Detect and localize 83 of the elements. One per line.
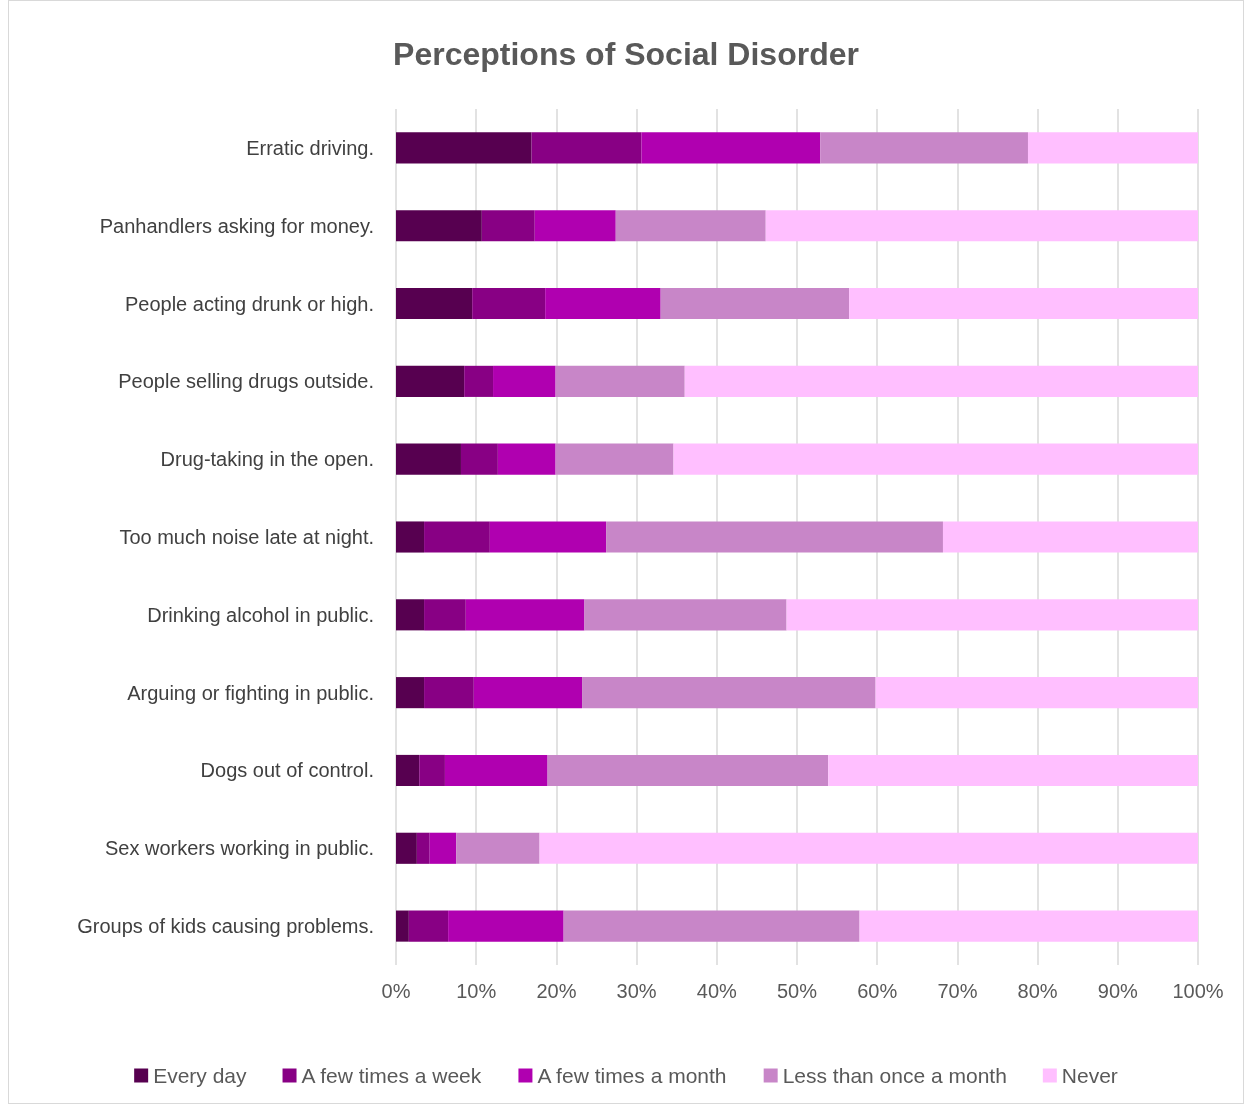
x-tick-label: 80% (1017, 980, 1058, 1002)
bar (416, 832, 430, 864)
bar (444, 754, 548, 787)
legend-label: Never (1061, 1064, 1118, 1087)
legend-label: Less than once a month (782, 1064, 1007, 1087)
y-tick-label: Panhandlers asking for money. (99, 214, 374, 237)
bar (1027, 132, 1198, 164)
bar (396, 287, 473, 320)
bar (820, 132, 1028, 164)
y-tick-label: Drinking alcohol in public. (147, 603, 374, 626)
bar (615, 210, 766, 242)
x-tick-label: 60% (857, 980, 898, 1002)
x-tick-label: 50% (776, 980, 818, 1002)
bar (942, 521, 1198, 553)
y-tick-label: Arguing or fighting in public. (127, 681, 374, 704)
bar (465, 599, 585, 631)
bar (424, 677, 474, 709)
bar (396, 521, 425, 553)
bar (547, 754, 829, 787)
bar (786, 599, 1198, 631)
bar (545, 287, 661, 320)
bar (673, 443, 1198, 475)
bar (396, 132, 532, 164)
bar (429, 832, 457, 864)
bar (472, 287, 546, 320)
bar (875, 677, 1198, 709)
y-tick-label: Sex workers working in public. (105, 837, 374, 860)
chart-title: Perceptions of Social Disorder (393, 36, 859, 72)
bar (539, 832, 1198, 864)
y-tick-label: Groups of kids causing problems. (77, 915, 374, 938)
legend-label: Every day (153, 1064, 248, 1087)
bar (408, 910, 449, 942)
bar (563, 910, 860, 942)
bar (555, 365, 685, 397)
x-tick-label: 100% (1172, 980, 1224, 1002)
bar (424, 599, 466, 631)
bar (606, 521, 943, 553)
bar (396, 599, 425, 631)
x-tick-label: 20% (536, 980, 577, 1002)
bar (765, 210, 1198, 242)
bar (531, 132, 642, 164)
bar (396, 832, 417, 864)
bar (481, 210, 535, 242)
bar (396, 677, 425, 709)
bar (396, 365, 465, 397)
y-tick-label: People selling drugs outside. (118, 370, 374, 393)
bar (497, 443, 556, 475)
bar (534, 210, 616, 242)
bar (473, 677, 583, 709)
bar (396, 910, 409, 942)
bar (849, 287, 1198, 320)
legend-label: A few times a week (301, 1064, 482, 1087)
bar (456, 832, 540, 864)
bar (493, 365, 556, 397)
bar (489, 521, 607, 553)
bar (448, 910, 564, 942)
x-tick-label: 0% (381, 980, 411, 1002)
legend-label: A few times a month (537, 1064, 727, 1087)
bar (582, 677, 876, 709)
bar (419, 754, 445, 787)
bar (555, 443, 674, 475)
x-tick-label: 10% (456, 980, 497, 1002)
y-tick-label: People acting drunk or high. (124, 292, 374, 315)
x-tick-label: 70% (937, 980, 978, 1002)
bar (828, 754, 1198, 787)
bar (641, 132, 821, 164)
x-tick-label: 30% (616, 980, 657, 1002)
x-tick-label: 90% (1097, 980, 1139, 1002)
x-tick-label: 40% (696, 980, 738, 1002)
y-tick-label: Dogs out of control. (200, 759, 374, 782)
bar (464, 365, 494, 397)
bar (584, 599, 787, 631)
bar (859, 910, 1198, 942)
y-tick-label: Drug-taking in the open. (160, 448, 374, 471)
bar (396, 443, 461, 475)
y-tick-label: Erratic driving. (246, 136, 374, 159)
bar (396, 210, 482, 242)
y-tick-label: Too much noise late at night. (119, 526, 374, 548)
bar (396, 754, 420, 787)
bar (424, 521, 490, 553)
bar (660, 287, 850, 320)
bar (460, 443, 498, 475)
bar (684, 365, 1198, 397)
